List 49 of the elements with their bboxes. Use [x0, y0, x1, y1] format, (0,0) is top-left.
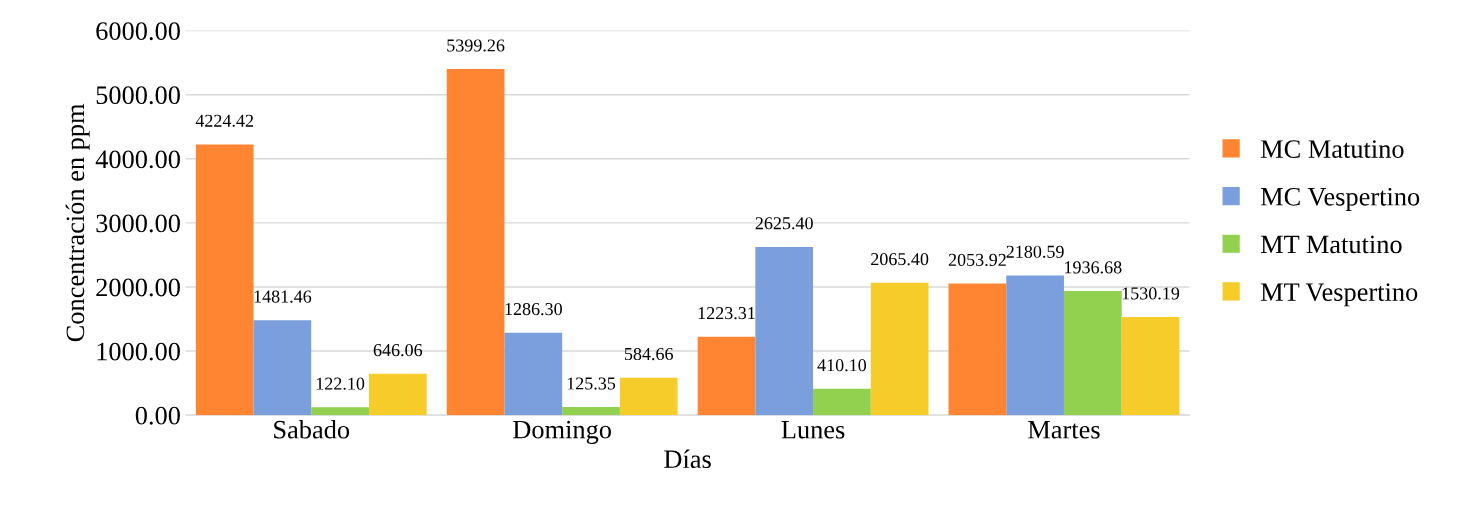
- legend-label: MC Matutino: [1260, 140, 1404, 158]
- x-tick-label: Martes: [1028, 421, 1100, 439]
- bar: [311, 407, 369, 416]
- data-label: 646.06: [373, 343, 423, 357]
- data-label: 1481.46: [254, 290, 312, 303]
- bar: [446, 69, 505, 416]
- x-tick-label: Sabado: [274, 420, 350, 439]
- data-label: 1286.30: [505, 302, 562, 316]
- data-label: 4224.42: [195, 114, 254, 127]
- data-label: 2065.40: [871, 253, 929, 266]
- y-tick-label: 6000.00: [96, 22, 180, 41]
- legend-label: MC Vespertino: [1260, 187, 1420, 211]
- bar: [619, 377, 678, 416]
- x-axis-title: Días: [664, 449, 711, 469]
- bar: [1063, 291, 1122, 416]
- y-tick-label: 4000.00: [95, 150, 180, 169]
- data-label: 2180.59: [1006, 245, 1064, 258]
- y-tick-label: 5000.00: [96, 86, 180, 105]
- y-axis-title: Concentración en ppm: [65, 103, 90, 342]
- bar: [697, 336, 756, 416]
- bar: [504, 332, 563, 416]
- y-tick-label: 3000.00: [96, 214, 180, 233]
- bar: [1006, 275, 1064, 416]
- bar: [948, 283, 1007, 416]
- data-label: 1530.19: [1122, 287, 1180, 300]
- bar: [755, 246, 814, 416]
- data-label: 125.35: [567, 377, 616, 390]
- y-tick-label: 2000.00: [96, 278, 180, 297]
- data-label: 410.10: [817, 359, 867, 372]
- x-tick-label: Domingo: [513, 420, 611, 444]
- bar: [562, 407, 620, 416]
- x-tick-label: Lunes: [781, 421, 845, 439]
- data-label: 122.10: [316, 377, 365, 390]
- bar: [195, 144, 254, 416]
- y-tick-label: 0.00: [135, 406, 180, 425]
- bar: [1121, 317, 1180, 416]
- legend-label: MT Matutino: [1260, 235, 1402, 254]
- data-label: 2625.40: [755, 217, 813, 230]
- data-label: 584.66: [624, 347, 674, 361]
- bar: [870, 282, 929, 416]
- bar: [253, 320, 312, 416]
- y-tick-label: 1000.00: [97, 342, 180, 361]
- data-label: 2053.92: [948, 253, 1006, 267]
- bar: [368, 373, 427, 416]
- bar: [813, 388, 871, 416]
- data-label: 1223.31: [698, 307, 755, 320]
- data-label: 1936.68: [1065, 261, 1122, 274]
- legend-label: MT Vespertino: [1260, 283, 1418, 307]
- data-label: 5399.26: [447, 39, 505, 52]
